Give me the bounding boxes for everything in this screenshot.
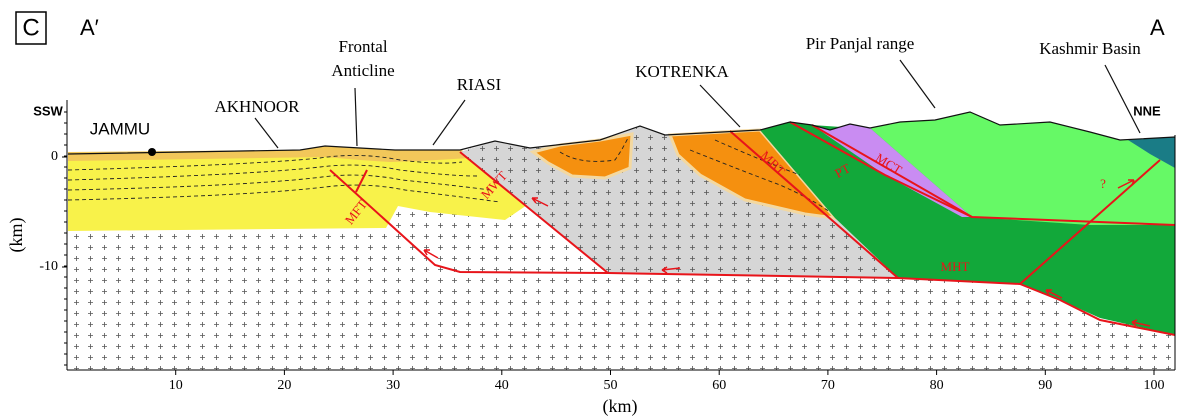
y-tick-label: 0 xyxy=(51,149,58,164)
x-tick-label: 20 xyxy=(277,378,291,393)
jammu-marker xyxy=(148,148,156,156)
x-tick-label: 90 xyxy=(1038,378,1052,393)
place-label: JAMMU xyxy=(90,119,150,138)
place-label: Pir Panjal range xyxy=(806,34,915,53)
place-label: AKHNOOR xyxy=(215,97,301,116)
panel-label: C xyxy=(22,14,39,41)
place-label: RIASI xyxy=(457,75,502,94)
fault-label: ? xyxy=(1100,176,1106,191)
place-label: Anticline xyxy=(331,61,394,80)
x-tick-label: 10 xyxy=(169,378,183,393)
x-tick-label: 60 xyxy=(712,378,726,393)
x-tick-label: 40 xyxy=(495,378,509,393)
x-tick-label: 30 xyxy=(386,378,400,393)
y-axis-label: (km) xyxy=(6,218,27,253)
x-tick-label: 50 xyxy=(604,378,618,393)
fault-label: MHT xyxy=(941,259,970,274)
x-axis-label: (km) xyxy=(603,396,638,417)
section-end: A xyxy=(1150,15,1165,40)
x-tick-label: 80 xyxy=(930,378,944,393)
x-tick-label: 100 xyxy=(1144,378,1165,393)
x-tick-label: 70 xyxy=(821,378,835,393)
place-label: KOTRENKA xyxy=(635,62,729,81)
y-tick-label: -10 xyxy=(39,259,58,274)
place-label: Kashmir Basin xyxy=(1039,39,1141,58)
place-label: Frontal xyxy=(338,37,387,56)
direction: SSW xyxy=(33,103,63,118)
direction: NNE xyxy=(1133,103,1161,118)
section-end: A′ xyxy=(80,15,99,40)
cross-section: C A′ A SSW NNE JAMMU AKHNOOR Frontal Ant… xyxy=(0,0,1177,420)
